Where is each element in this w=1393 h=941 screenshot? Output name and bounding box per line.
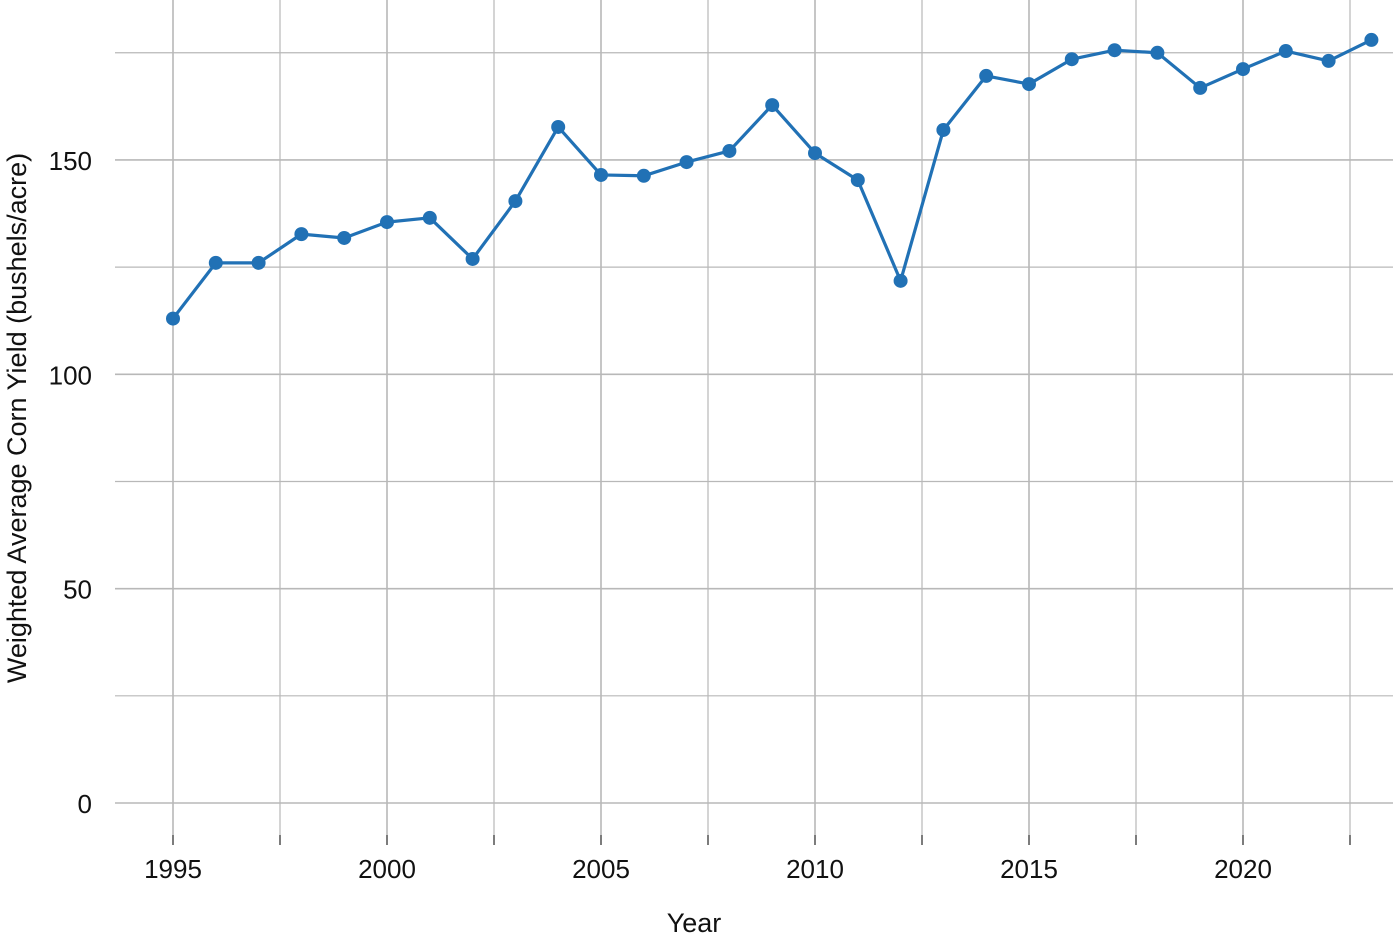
data-point [294,227,309,242]
data-point [722,143,737,158]
x-tick-label: 2010 [786,854,844,884]
data-point [1236,62,1250,77]
data-point [1022,77,1036,92]
y-axis-label: Weighted Average Corn Yield (bushels/acr… [2,153,32,683]
data-point [808,146,822,161]
data-point [465,251,480,266]
data-point [1064,52,1079,67]
data-point [1321,53,1336,68]
data-point [422,210,437,225]
data-point [893,273,908,288]
series-line [171,38,1373,320]
data-point [594,167,608,182]
data-point [508,194,523,209]
data-point [251,255,266,270]
data-point [208,255,223,270]
y-tick-label: 0 [78,789,92,819]
x-tick-label: 2005 [572,854,630,884]
data-point [1150,45,1165,60]
x-tick-label: 2015 [1000,854,1058,884]
data-point [979,68,994,83]
x-tick-label: 2000 [358,854,416,884]
data-point [679,155,694,170]
data-point [936,122,951,137]
grid [115,0,1393,835]
x-axis-label: Year [667,908,722,936]
y-tick-label: 100 [49,360,92,390]
data-point [1278,44,1293,59]
y-tick-label: 150 [49,146,92,176]
data-point [1364,32,1379,47]
data-point [1107,43,1122,58]
series [166,32,1379,326]
data-point [636,168,651,183]
x-tick-label: 1995 [144,854,202,884]
data-point [765,98,780,113]
y-tick-label: 50 [63,575,92,605]
data-point [1193,80,1208,95]
data-point [380,215,394,230]
x-tick-label: 2020 [1214,854,1272,884]
data-point [551,119,566,134]
data-point [337,230,352,245]
data-point [166,311,180,326]
data-point [850,173,865,188]
axis-ticks: 1995 2000 2005 2010 2015 2020 0 50 100 150 [49,146,1351,884]
